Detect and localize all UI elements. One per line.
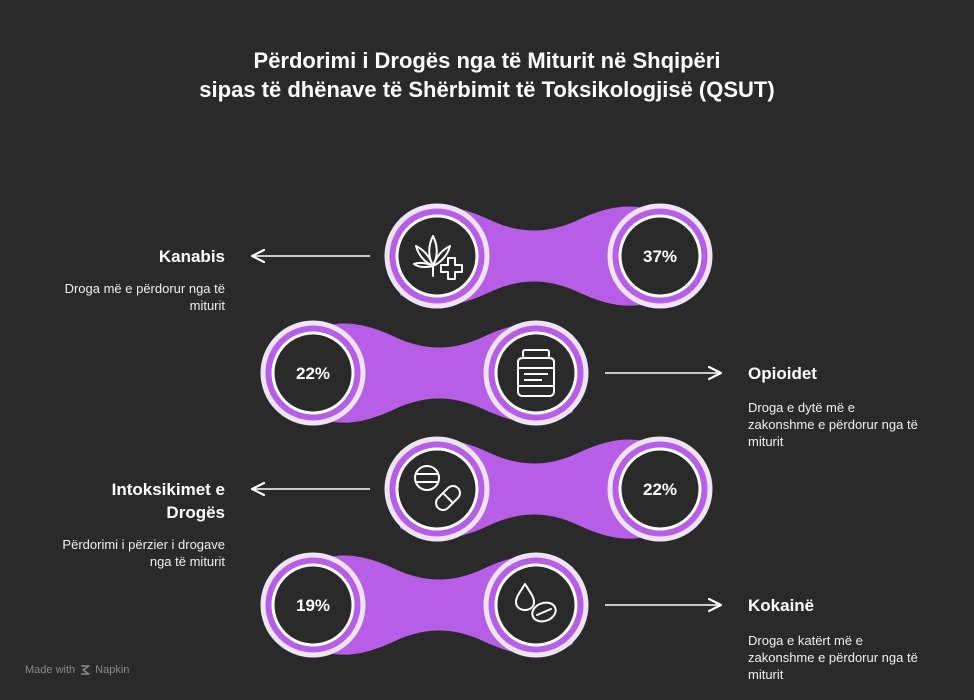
value-text: 19% <box>296 596 330 615</box>
desc-opioidet: Droga e dytë më e zakonshme e përdorur n… <box>748 400 918 449</box>
value-circle-inner <box>271 563 355 647</box>
footer-prefix: Made with <box>25 664 76 676</box>
desc-kanabis: Droga më e përdorur nga të miturit <box>64 281 225 313</box>
title-line-1: Përdorimi i Drogës nga të Miturit në Shq… <box>253 48 721 73</box>
desc-intoksikimet: Përdorimi i përzier i drogave nga të mit… <box>62 537 225 569</box>
desc-kokaine: Droga e katërt më e zakonshme e përdorur… <box>748 633 918 682</box>
value-text: 22% <box>296 364 330 383</box>
row-opioidet: 22% <box>260 320 723 426</box>
label-kanabis: Kanabis <box>158 247 225 266</box>
pill-bottle-icon <box>517 349 555 397</box>
pills-icon <box>414 465 461 511</box>
icon-circle-inner <box>395 447 479 531</box>
value-circle-inner <box>618 214 702 298</box>
label-intoksikimet: Intoksikimet e Drogës <box>111 480 225 522</box>
title-line-2: sipas të dhënave të Shërbimit të Toksiko… <box>199 77 775 102</box>
label-kokaine: Kokainë <box>748 596 815 615</box>
value-text: 37% <box>643 247 677 266</box>
value-text: 22% <box>643 480 677 499</box>
page-title: Përdorimi i Drogës nga të Miturit në Shq… <box>0 46 974 104</box>
row-intoksikimet: 22% <box>250 436 713 542</box>
drop-pill-icon <box>515 583 557 623</box>
row-kokaine: 19% <box>260 552 723 658</box>
icon-circle-inner <box>494 563 578 647</box>
footer-credit: Made with Napkin <box>25 664 129 676</box>
napkin-logo-icon <box>81 665 90 675</box>
value-circle-inner <box>271 331 355 415</box>
row-kanabis: 37% <box>250 203 713 309</box>
cannabis-medical-icon <box>413 235 463 280</box>
value-circle-inner <box>618 447 702 531</box>
label-opioidet: Opioidet <box>748 364 817 383</box>
footer-brand: Napkin <box>95 664 130 676</box>
